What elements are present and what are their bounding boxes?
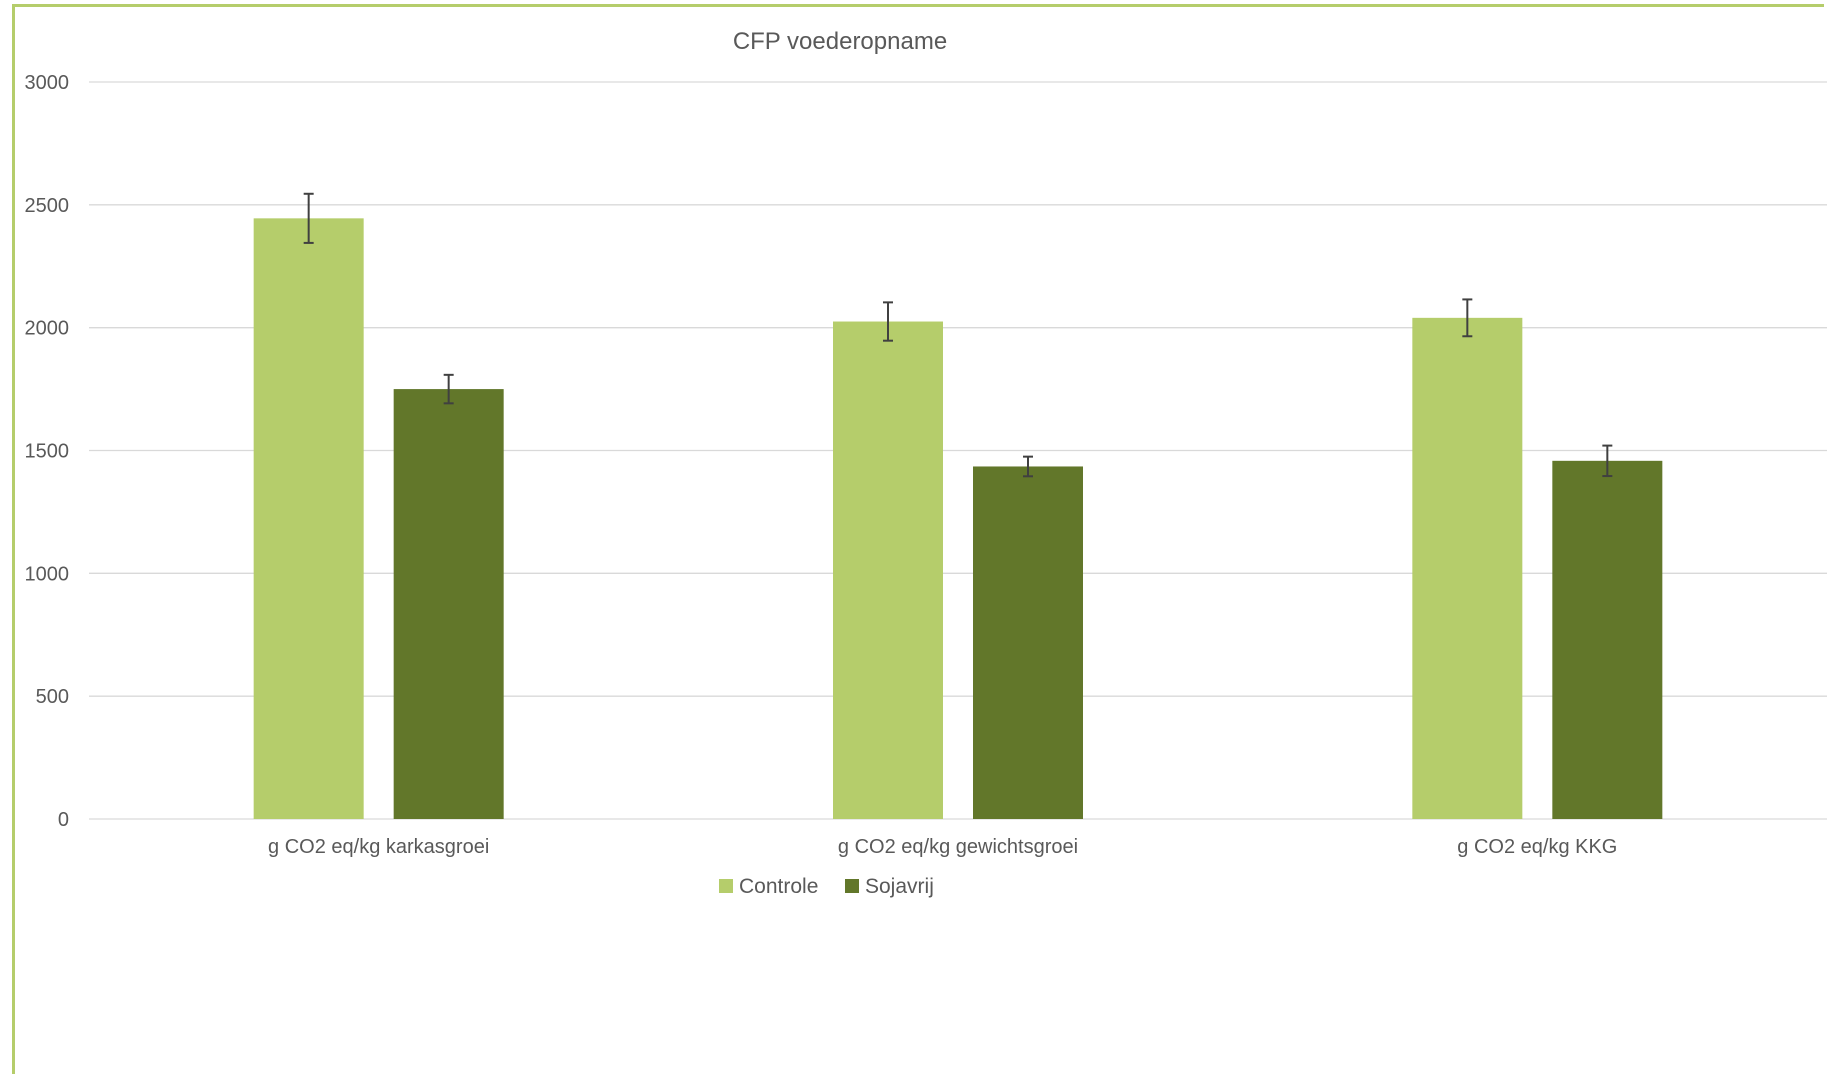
bars xyxy=(253,218,1663,820)
x-tick-label: g CO2 eq/kg gewichtsgroei xyxy=(838,836,1078,858)
y-tick-label: 500 xyxy=(36,686,69,708)
bar-controle-1 xyxy=(833,321,943,819)
y-tick-label: 0 xyxy=(58,809,69,831)
bar-sojavrij-0 xyxy=(393,389,504,819)
chart-frame: 0 500 1000 1500 2000 2500 3000 g CO2 eq/kg kar… xyxy=(12,4,1827,1074)
x-tick-label: g CO2 eq/kg KKG xyxy=(1457,836,1617,858)
y-tick-label: 1500 xyxy=(25,441,70,463)
legend: Controle Sojavrij xyxy=(719,875,934,898)
bar-controle-0 xyxy=(253,218,364,820)
y-tick-label: 2500 xyxy=(25,195,70,217)
y-tick-label: 2000 xyxy=(25,318,70,340)
legend-label-sojavrij: Sojavrij xyxy=(865,875,934,898)
bar-sojavrij-1 xyxy=(973,466,1083,819)
bar-sojavrij-2 xyxy=(1552,460,1663,819)
x-axis-category-labels: g CO2 eq/kg karkasgroei g CO2 eq/kg gewic… xyxy=(268,836,1617,858)
chart-title: CFP voederopname xyxy=(733,28,947,55)
y-axis-tick-labels: 0 500 1000 1500 2000 2500 3000 xyxy=(25,72,70,831)
legend-swatch-sojavrij xyxy=(845,879,859,893)
error-bars xyxy=(303,192,1613,478)
legend-label-controle: Controle xyxy=(739,875,818,898)
bar-controle-2 xyxy=(1412,317,1523,819)
legend-swatch-controle xyxy=(719,879,733,893)
x-tick-label: g CO2 eq/kg karkasgroei xyxy=(268,836,489,858)
y-tick-label: 1000 xyxy=(25,563,70,585)
bar-chart: 0 500 1000 1500 2000 2500 3000 g CO2 eq/kg kar… xyxy=(25,28,1827,898)
y-tick-label: 3000 xyxy=(25,72,70,94)
gridlines xyxy=(89,81,1827,820)
